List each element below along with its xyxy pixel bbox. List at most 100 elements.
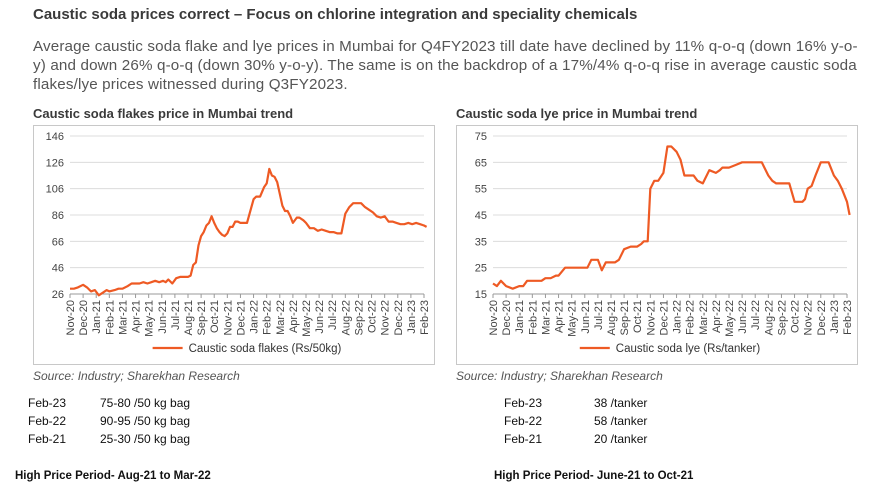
x-tick-label: Aug-22 [763, 300, 775, 335]
y-tick-label: 26 [52, 289, 64, 301]
x-tick-label: Dec-22 [393, 300, 405, 335]
table-month: Feb-23 [28, 396, 67, 410]
x-tick-label: Mar-22 [698, 300, 710, 335]
table-row: Feb-21 20 /tanker [504, 432, 704, 450]
y-tick-label: 35 [475, 236, 487, 248]
table-price: 75-80 /50 kg bag [100, 396, 191, 410]
x-tick-label: Nov-21 [645, 300, 657, 335]
source-note-right: Source: Industry; Sharekhan Research [456, 369, 663, 383]
flakes-chart-title: Caustic soda flakes price in Mumbai tren… [33, 106, 294, 121]
x-tick-label: Dec-20 [78, 300, 90, 335]
table-price: 90-95 /50 kg bag [100, 414, 191, 428]
x-tick-label: Apr-21 [554, 300, 566, 333]
lye-chart-panel: 15 25 35 45 55 65 75 Nov-20 Dec-20 Jan-21 Feb-21 Ma… [456, 125, 858, 365]
x-tick-label: Aug-22 [340, 300, 352, 335]
y-tick-label: 45 [475, 210, 487, 222]
y-tick-label: 75 [475, 131, 487, 143]
x-tick-label: Jul-22 [327, 300, 339, 330]
x-tick-label: Oct-21 [632, 300, 644, 333]
table-month: Feb-23 [504, 396, 543, 410]
table-row: Feb-23 38 /tanker [504, 396, 704, 414]
table-price: 25-30 /50 kg bag [100, 432, 191, 446]
x-tick-label: Aug-21 [606, 300, 618, 335]
table-row: Feb-21 25-30 /50 kg bag [28, 432, 248, 450]
x-tick-label: Apr-22 [288, 300, 300, 333]
summary-paragraph: Average caustic soda flake and lye price… [33, 38, 858, 93]
table-row: Feb-22 58 /tanker [504, 414, 704, 432]
x-tick-label: Jun-22 [737, 300, 749, 334]
high-price-period-left: High Price Period- Aug-21 to Mar-22 [15, 470, 211, 482]
x-tick-label: Sep-22 [776, 300, 788, 335]
table-row: Feb-22 90-95 /50 kg bag [28, 414, 248, 432]
x-tick-label: May-22 [724, 300, 736, 337]
table-price: 20 /tanker [594, 432, 648, 446]
x-tick-label: Apr-22 [711, 300, 723, 333]
x-tick-label: Nov-20 [65, 300, 77, 335]
x-tick-label: Jun-21 [580, 300, 592, 334]
y-tick-label: 25 [475, 263, 487, 275]
x-tick-label: Mar-21 [117, 300, 129, 335]
x-tick-label: May-21 [567, 300, 579, 337]
x-tick-label: Jun-21 [157, 300, 169, 334]
x-tick-label: Jan-23 [829, 300, 841, 334]
table-price: 58 /tanker [594, 414, 648, 428]
x-tick-label: Jul-21 [170, 300, 182, 330]
x-tick-label: May-22 [301, 300, 313, 337]
x-tick-label: Jul-21 [593, 300, 605, 330]
x-tick-label: Aug-21 [183, 300, 195, 335]
x-tick-label: Dec-20 [501, 300, 513, 335]
y-tick-label: 66 [52, 236, 64, 248]
x-tick-label: Jan-22 [249, 300, 261, 334]
flakes-price-table: Feb-23 75-80 /50 kg bag Feb-22 90-95 /50… [28, 396, 248, 450]
x-tick-label: Sep-21 [619, 300, 631, 335]
price-series-line [492, 145, 851, 290]
x-tick-label: Sep-21 [196, 300, 208, 335]
lye-price-table: Feb-23 38 /tanker Feb-22 58 /tanker Feb-… [504, 396, 704, 450]
x-tick-label: Nov-22 [380, 300, 392, 335]
source-note-left: Source: Industry; Sharekhan Research [33, 369, 240, 383]
x-tick-label: Oct-22 [367, 300, 379, 333]
x-tick-label: Dec-21 [658, 300, 670, 335]
y-tick-label: 126 [46, 157, 64, 169]
x-tick-label: Feb-21 [104, 300, 116, 335]
table-row: Feb-23 75-80 /50 kg bag [28, 396, 248, 414]
flakes-chart-panel: 26 46 66 86 106 126 146 Nov-20 Dec-20 Jan-21 Feb-2… [33, 125, 435, 365]
x-tick-label: Nov-21 [222, 300, 234, 335]
x-tick-label: Jan-21 [514, 300, 526, 334]
x-tick-label: Jan-21 [91, 300, 103, 334]
x-tick-label: Mar-22 [275, 300, 287, 335]
x-tick-label: Feb-22 [685, 300, 697, 335]
x-tick-label: Oct-22 [790, 300, 802, 333]
x-tick-label: Apr-21 [131, 300, 143, 333]
x-tick-label: Jul-22 [750, 300, 762, 330]
x-tick-label: Oct-21 [209, 300, 221, 333]
lye-chart-title: Caustic soda lye price in Mumbai trend [456, 106, 698, 121]
x-tick-label: Nov-22 [803, 300, 815, 335]
high-price-period-right: High Price Period- June-21 to Oct-21 [494, 470, 694, 482]
y-tick-label: 55 [475, 184, 487, 196]
x-tick-label: Nov-20 [488, 300, 500, 335]
y-tick-label: 106 [46, 184, 64, 196]
legend-label: Caustic soda lye (Rs/tanker) [616, 343, 761, 355]
x-tick-label: Jan-23 [406, 300, 418, 334]
price-series-line [70, 167, 428, 297]
table-month: Feb-21 [504, 432, 543, 446]
x-tick-label: Jan-22 [672, 300, 684, 334]
y-tick-label: 65 [475, 157, 487, 169]
x-tick-label: Dec-21 [235, 300, 247, 335]
y-tick-label: 46 [52, 263, 64, 275]
x-tick-label: Feb-22 [262, 300, 274, 335]
x-tick-label: Feb-23 [842, 300, 854, 335]
x-tick-label: Jun-22 [314, 300, 326, 334]
legend-label: Caustic soda flakes (Rs/50kg) [189, 343, 342, 355]
y-tick-label: 146 [46, 131, 64, 143]
table-price: 38 /tanker [594, 396, 648, 410]
x-tick-label: Dec-22 [816, 300, 828, 335]
table-month: Feb-22 [28, 414, 67, 428]
x-tick-label: Feb-23 [419, 300, 431, 335]
section-heading: Caustic soda prices correct – Focus on c… [33, 6, 638, 23]
table-month: Feb-21 [28, 432, 67, 446]
y-tick-label: 15 [475, 289, 487, 301]
